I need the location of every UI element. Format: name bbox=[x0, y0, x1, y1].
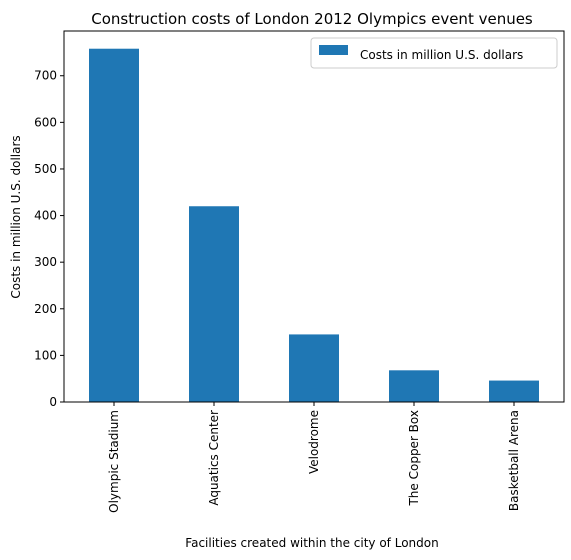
x-tick-label: The Copper Box bbox=[407, 410, 421, 507]
x-axis-label: Facilities created within the city of Lo… bbox=[185, 536, 438, 550]
legend-swatch bbox=[319, 45, 348, 55]
x-tick-label: Basketball Arena bbox=[507, 410, 521, 511]
y-tick-label: 600 bbox=[34, 115, 57, 129]
y-tick-label: 500 bbox=[34, 162, 57, 176]
x-tick-label: Olympic Stadium bbox=[107, 410, 121, 513]
bar-1 bbox=[89, 48, 139, 402]
bar-5 bbox=[489, 380, 539, 402]
y-tick-label: 700 bbox=[34, 69, 57, 83]
bar-4 bbox=[389, 370, 439, 402]
y-tick-label: 400 bbox=[34, 209, 57, 223]
bars-group bbox=[89, 48, 539, 402]
bar-2 bbox=[189, 206, 239, 402]
y-tick-label: 200 bbox=[34, 302, 57, 316]
y-tick-label: 100 bbox=[34, 348, 57, 362]
legend-box bbox=[310, 37, 558, 69]
y-tick-label: 300 bbox=[34, 255, 57, 269]
legend: Costs in million U.S. dollars bbox=[310, 37, 558, 69]
x-axis-ticks: Olympic Stadium Aquatics Center Velodrome T… bbox=[107, 402, 521, 513]
chart-title: Construction costs of London 2012 Olympi… bbox=[91, 10, 533, 28]
plot-frame bbox=[63, 30, 565, 403]
bar-3 bbox=[289, 334, 339, 402]
y-axis-label: Costs in million U.S. dollars bbox=[9, 135, 23, 298]
y-axis-ticks: 0 100 200 300 400 500 600 700 bbox=[34, 69, 64, 409]
legend-label: Costs in million U.S. dollars bbox=[360, 48, 523, 62]
x-tick-label: Velodrome bbox=[307, 410, 321, 474]
x-tick-label: Aquatics Center bbox=[207, 410, 221, 506]
y-tick-label: 0 bbox=[49, 395, 57, 409]
